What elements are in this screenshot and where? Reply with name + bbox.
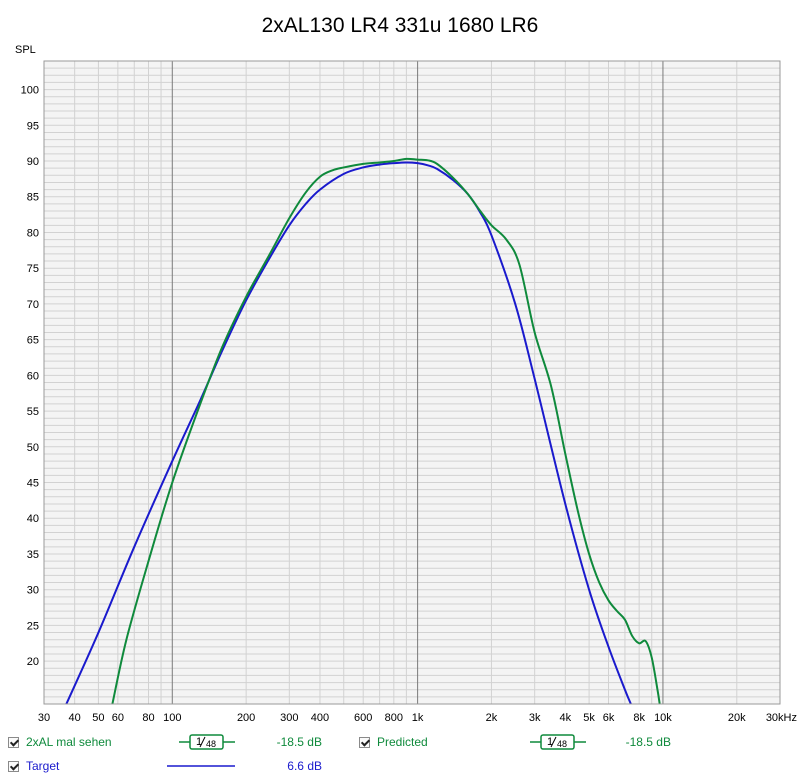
x-tick-label: 2k	[486, 712, 498, 724]
y-axis-label: SPL	[15, 44, 36, 56]
x-tick-label: 80	[142, 712, 154, 724]
smoothing-swatch-predicted[interactable]: 1 48	[530, 733, 586, 751]
x-tick-label: 300	[280, 712, 298, 724]
y-tick-label: 35	[27, 549, 39, 561]
series-layer	[65, 157, 661, 704]
y-tick-label: 90	[27, 156, 39, 168]
plot-frame	[43, 60, 781, 705]
line-swatch-target[interactable]	[167, 757, 235, 775]
smoothing-den-2xal: 48	[206, 739, 216, 749]
x-tick-label: 3k	[529, 712, 541, 724]
smoothing-swatch-2xal[interactable]: 1 48	[179, 733, 235, 751]
y-tick-label: 75	[27, 263, 39, 275]
legend-item-2xal[interactable]: 2xAL mal sehen 1 48 -18.5 dB	[7, 733, 352, 751]
x-tick-label: 600	[354, 712, 372, 724]
x-tick-label: 10k	[654, 712, 672, 724]
y-tick-label: 50	[27, 442, 39, 454]
x-tick-label: 100	[163, 712, 181, 724]
y-tick-label: 85	[27, 192, 39, 204]
x-tick-label: 60	[112, 712, 124, 724]
legend-offset-target: 6.6 dB	[287, 759, 322, 773]
grid	[43, 60, 781, 704]
legend: 2xAL mal sehen 1 48 -18.5 dB Predicted 1…	[0, 731, 800, 781]
legend-label-2xal: 2xAL mal sehen	[26, 735, 112, 749]
x-tick-label: 4k	[560, 712, 572, 724]
y-tick-label: 95	[27, 120, 39, 132]
legend-offset-predicted: -18.5 dB	[625, 735, 671, 749]
x-tick-label: 1k	[412, 712, 424, 724]
chart: 2xAL130 LR4 331u 1680 LR6 SPL 20 25 30 35 40…	[15, 14, 797, 724]
x-tick-label: 5k	[583, 712, 595, 724]
y-tick-label: 40	[27, 513, 39, 525]
x-tick-label: 200	[237, 712, 255, 724]
chart-title: 2xAL130 LR4 331u 1680 LR6	[262, 14, 539, 37]
x-tick-label: 8k	[633, 712, 645, 724]
x-tick-label: 40	[69, 712, 81, 724]
x-tick-label: 30kHz	[766, 712, 797, 724]
legend-offset-2xal: -18.5 dB	[276, 735, 322, 749]
x-tick-label: 30	[38, 712, 50, 724]
legend-item-target[interactable]: Target 6.6 dB	[7, 757, 352, 775]
y-tick-label: 60	[27, 370, 39, 382]
y-tick-label: 30	[27, 585, 39, 597]
legend-label-target: Target	[26, 759, 60, 773]
smoothing-num-predicted: 1	[547, 736, 553, 748]
legend-item-predicted[interactable]: Predicted 1 48 -18.5 dB	[358, 733, 698, 751]
x-tick-label: 800	[385, 712, 403, 724]
smoothing-num-2xal: 1	[196, 736, 202, 748]
y-tick-label: 65	[27, 335, 39, 347]
y-tick-label: 45	[27, 478, 39, 490]
y-tick-label: 25	[27, 620, 39, 632]
y-tick-label: 20	[27, 656, 39, 668]
y-tick-label: 55	[27, 406, 39, 418]
series-line-predicted	[111, 157, 661, 704]
smoothing-den-predicted: 48	[557, 739, 567, 749]
x-tick-label: 400	[311, 712, 329, 724]
x-tick-label: 6k	[603, 712, 615, 724]
legend-label-predicted: Predicted	[377, 735, 428, 749]
y-tick-label: 100	[21, 85, 39, 97]
x-tick-label: 50	[92, 712, 104, 724]
x-tick-label: 20k	[728, 712, 746, 724]
y-ticks: 20 25 30 35 40 45 50 55 60 65 70 75 80 85 90 95 100	[21, 85, 39, 669]
legend-checkbox-2xal[interactable]	[8, 737, 19, 748]
legend-checkbox-predicted[interactable]	[359, 737, 370, 748]
y-tick-label: 70	[27, 299, 39, 311]
x-ticks: 30 40 50 60 80 100 200 300 400 600 800 1k 2k 3k 4k 5k 6k…	[38, 712, 797, 724]
y-tick-label: 80	[27, 227, 39, 239]
legend-checkbox-target[interactable]	[8, 761, 19, 772]
